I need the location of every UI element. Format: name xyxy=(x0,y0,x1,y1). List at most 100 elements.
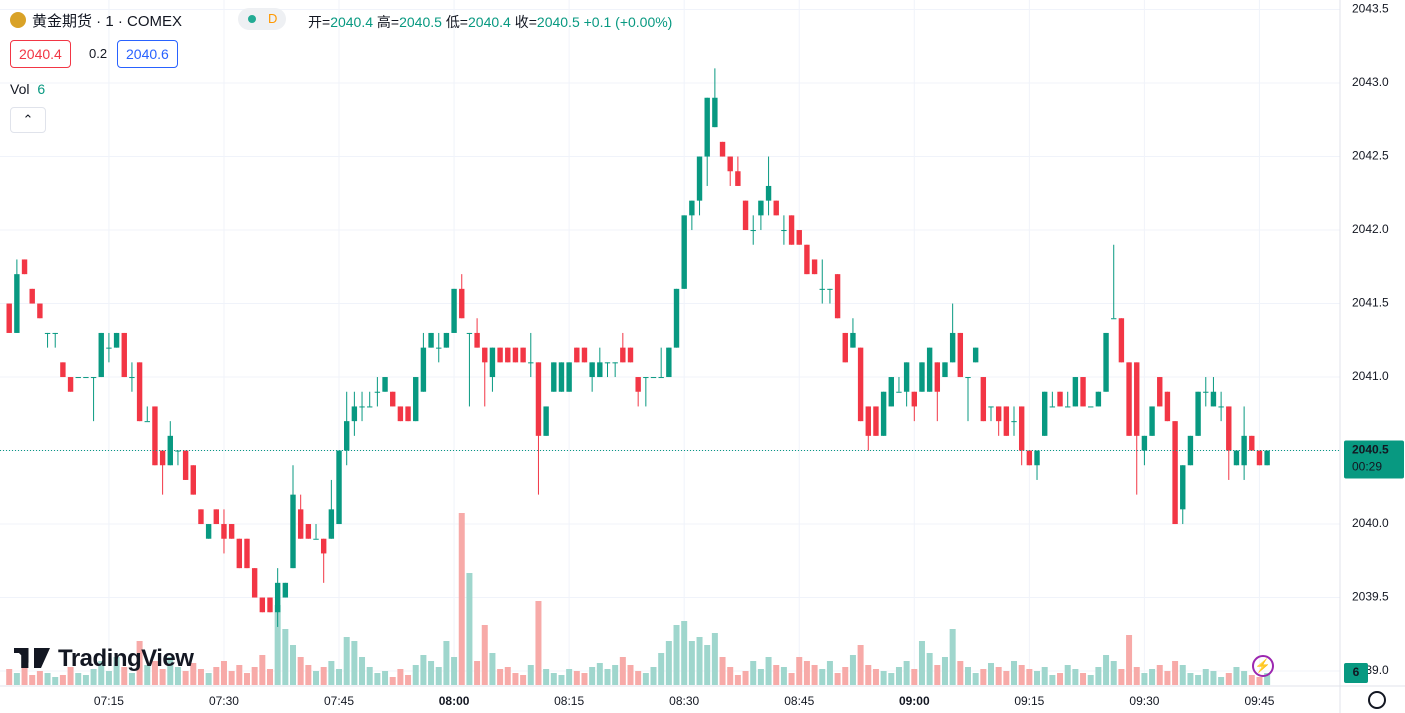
volume-bar xyxy=(220,661,227,685)
volume-bar xyxy=(128,673,135,685)
interval-pill[interactable]: D xyxy=(238,8,286,30)
candle-body xyxy=(451,288,457,333)
candle-body xyxy=(566,362,572,392)
volume-bar xyxy=(343,637,350,685)
candle-body xyxy=(1256,450,1263,466)
candle-body xyxy=(221,524,227,539)
volume-bar xyxy=(21,665,28,685)
volume-bar xyxy=(1164,671,1171,685)
volume-bar xyxy=(1218,677,1225,685)
volume-bar xyxy=(796,657,803,685)
candle-body xyxy=(612,362,618,364)
change: +0.1 (+0.00%) xyxy=(583,14,673,30)
candle-body xyxy=(873,406,879,436)
volume-bar xyxy=(512,673,519,685)
candle-body xyxy=(520,347,526,363)
volume-bar xyxy=(681,621,688,685)
symbol-header[interactable]: 黄金期货 · 1 · COMEX xyxy=(10,10,182,31)
candle-body xyxy=(167,435,173,466)
candle-body xyxy=(819,288,825,290)
candle-body xyxy=(282,582,289,598)
x-tick-label: 09:30 xyxy=(1129,694,1159,708)
alert-icon[interactable]: ⚡ xyxy=(1252,655,1274,677)
volume-bar xyxy=(397,669,404,685)
volume-bar xyxy=(665,641,672,685)
volume-bar xyxy=(428,661,435,685)
candle-body xyxy=(1034,450,1040,466)
candle-body xyxy=(919,362,925,392)
volume-bar xyxy=(627,665,634,685)
candle-body xyxy=(1088,406,1094,408)
last-volume-label: 6 xyxy=(1353,665,1360,679)
volume-bar xyxy=(443,641,450,685)
y-tick-label: 2040.0 xyxy=(1352,516,1389,530)
volume-bar xyxy=(1118,669,1125,685)
candle-body xyxy=(182,450,189,480)
volume-bar xyxy=(719,657,726,685)
candle-body xyxy=(14,274,20,333)
volume-bar xyxy=(44,673,51,685)
ohlc-value: 2040.4 xyxy=(330,14,374,30)
collapse-button[interactable]: ⌃ xyxy=(10,107,46,133)
settings-icon[interactable] xyxy=(1368,691,1386,709)
volume-bar xyxy=(1156,665,1163,685)
volume-bar xyxy=(888,673,895,685)
volume-bar xyxy=(849,655,856,685)
volume-bar xyxy=(351,641,358,685)
candle-body xyxy=(90,377,97,379)
volume-bar xyxy=(1087,675,1094,685)
candle-body xyxy=(1195,391,1201,436)
volume-bar xyxy=(228,671,235,685)
candle-body xyxy=(21,259,28,275)
volume-bar xyxy=(297,657,304,685)
candle-body xyxy=(750,230,756,232)
candle-body xyxy=(781,230,787,232)
volume-bar xyxy=(1041,667,1048,685)
volume-bar xyxy=(926,653,933,685)
volume-bar xyxy=(765,657,772,685)
candle-body xyxy=(259,597,266,613)
candle-body xyxy=(359,406,365,408)
candle-body xyxy=(742,200,749,231)
volume-bar xyxy=(136,641,143,685)
buy-button[interactable]: 2040.6 xyxy=(117,40,178,68)
candle-body xyxy=(643,377,649,379)
candle-body xyxy=(1080,377,1086,407)
candle-body xyxy=(152,406,158,466)
candle-body xyxy=(765,185,772,201)
candle-body xyxy=(1249,435,1255,451)
volume-bar xyxy=(527,665,534,685)
candle-body xyxy=(865,406,871,436)
candle-body xyxy=(98,332,104,378)
volume-bar xyxy=(1072,669,1079,685)
volume-bar xyxy=(167,657,174,685)
candle-body xyxy=(1134,362,1140,436)
candle-body xyxy=(788,215,795,245)
volume-bar xyxy=(596,663,603,685)
volume-bar xyxy=(972,673,979,685)
volume-bar xyxy=(1256,677,1263,685)
volume-bar xyxy=(520,675,527,685)
volume-bar xyxy=(29,675,36,685)
sell-button[interactable]: 2040.4 xyxy=(10,40,71,68)
volume-bar xyxy=(604,669,611,685)
candle-body xyxy=(1226,406,1232,451)
x-tick-label: 09:15 xyxy=(1014,694,1044,708)
candle-body xyxy=(827,288,833,290)
volume-bar xyxy=(980,669,987,685)
candle-body xyxy=(52,332,58,334)
candle-body xyxy=(535,362,542,436)
volume-bar xyxy=(6,669,13,685)
candle-body xyxy=(374,391,381,393)
candle-body xyxy=(681,215,687,289)
volume-bar xyxy=(481,625,488,685)
volume-bar xyxy=(750,661,757,685)
x-tick-label: 08:00 xyxy=(439,694,470,708)
volume-bar xyxy=(1264,673,1271,685)
volume-bar xyxy=(964,667,971,685)
volume-bar xyxy=(550,673,557,685)
y-tick-label: 2042.5 xyxy=(1352,149,1389,163)
volume-bar xyxy=(780,667,787,685)
volume-bar xyxy=(1179,665,1186,685)
candle-body xyxy=(336,450,342,525)
